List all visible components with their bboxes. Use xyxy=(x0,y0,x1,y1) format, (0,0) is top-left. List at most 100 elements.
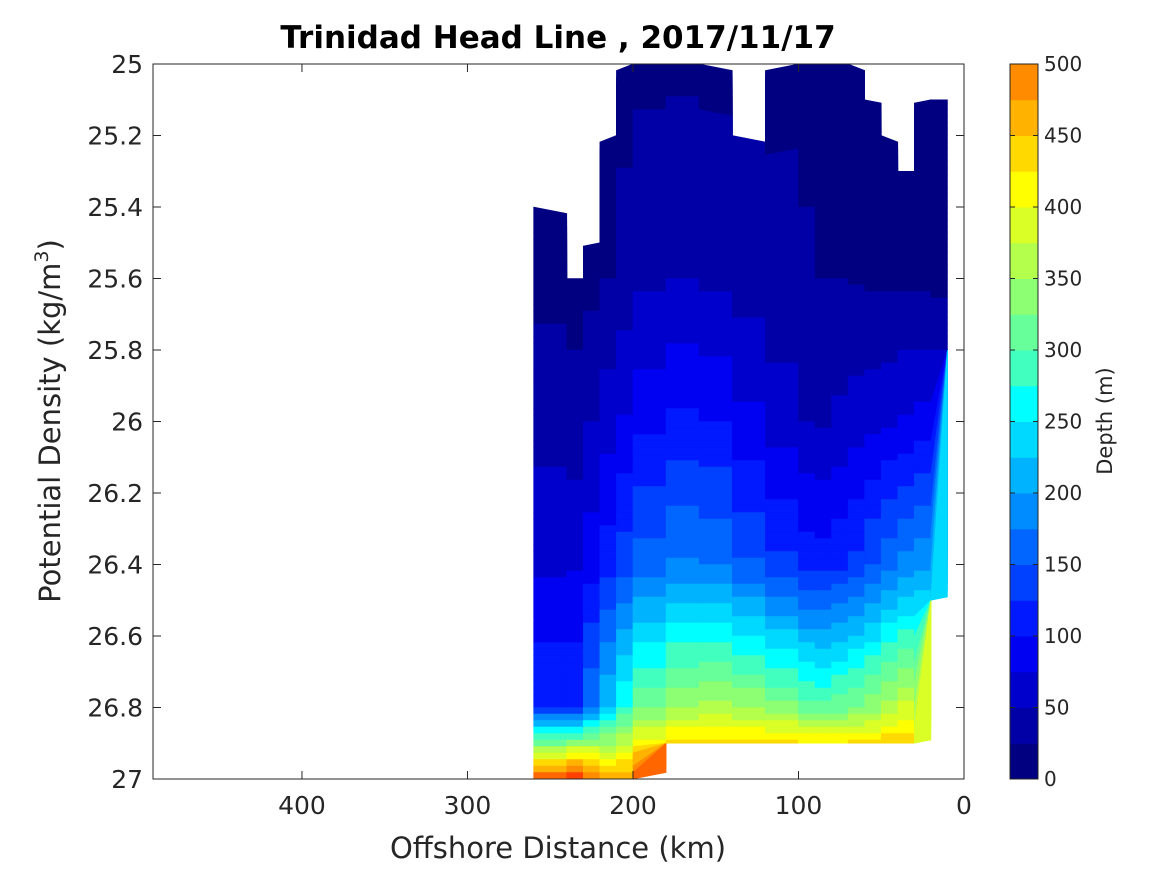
contour-cell xyxy=(831,544,849,552)
contour-cell xyxy=(897,310,915,318)
contour-cell xyxy=(616,219,634,227)
contour-cell xyxy=(599,265,617,273)
contour-cell xyxy=(765,401,799,409)
contour-cell xyxy=(880,284,899,292)
contour-cell xyxy=(897,466,915,474)
contour-cell xyxy=(798,707,816,715)
contour-cell xyxy=(847,479,865,487)
contour-cell xyxy=(814,148,832,156)
contour-cell xyxy=(731,700,766,708)
contour-cell xyxy=(897,447,915,455)
contour-cell xyxy=(864,382,882,390)
contour-cell xyxy=(765,687,799,695)
contour-cell xyxy=(632,713,667,721)
contour-cell xyxy=(583,512,601,520)
contour-cell xyxy=(914,408,932,416)
contour-cell xyxy=(599,388,617,396)
contour-cell xyxy=(814,668,832,676)
contour-cell xyxy=(847,109,865,117)
contour-cell xyxy=(632,304,667,312)
contour-cell xyxy=(616,525,634,533)
contour-cell xyxy=(698,271,733,279)
contour-cell xyxy=(814,603,832,611)
contour-cell xyxy=(831,603,849,611)
contour-cell xyxy=(798,674,816,682)
contour-cell xyxy=(864,518,882,526)
contour-cell xyxy=(914,193,932,201)
x-tick-label: 300 xyxy=(444,791,492,820)
contour-cell xyxy=(731,577,766,585)
contour-cell xyxy=(798,642,816,650)
contour-cell xyxy=(566,557,584,565)
contour-cell xyxy=(880,733,899,741)
contour-cell xyxy=(798,161,816,169)
contour-cell xyxy=(632,395,667,403)
contour-cell xyxy=(765,330,799,338)
contour-cell xyxy=(616,232,634,240)
contour-cell xyxy=(698,141,733,149)
contour-cell xyxy=(814,369,832,377)
contour-cell xyxy=(632,596,667,604)
contour-cell xyxy=(880,544,899,552)
contour-cell xyxy=(831,414,849,422)
contour-cell xyxy=(533,772,568,779)
contour-cell xyxy=(765,505,799,513)
contour-cell xyxy=(765,596,799,604)
contour-cell xyxy=(798,193,816,201)
contour-cell xyxy=(914,538,932,546)
contour-cell xyxy=(599,258,617,266)
contour-cell xyxy=(930,291,948,299)
contour-cell xyxy=(765,271,799,279)
contour-cell xyxy=(566,661,584,669)
contour-cell xyxy=(897,648,915,656)
contour-cell xyxy=(814,681,832,689)
contour-cell xyxy=(914,583,932,591)
contour-cell xyxy=(897,538,915,546)
contour-cell xyxy=(583,434,601,442)
contour-cell xyxy=(566,453,584,461)
contour-cell xyxy=(831,408,849,416)
contour-cell xyxy=(665,713,700,721)
contour-cell xyxy=(930,200,948,208)
contour-cell xyxy=(698,375,733,383)
contour-cell xyxy=(814,473,832,481)
contour-cell xyxy=(831,401,849,409)
colorbar-band xyxy=(1010,171,1038,208)
contour-cell xyxy=(583,551,601,559)
contour-cell xyxy=(798,668,816,676)
contour-cell xyxy=(665,167,700,175)
contour-cell xyxy=(765,434,799,442)
contour-cell xyxy=(864,694,882,702)
y-tick-label: 26.2 xyxy=(87,479,143,508)
contour-cell xyxy=(665,609,700,617)
contour-cell xyxy=(880,655,899,663)
contour-cell xyxy=(698,213,733,221)
contour-cell xyxy=(566,466,584,474)
contour-cell xyxy=(533,616,568,624)
contour-cell xyxy=(831,349,849,357)
contour-cell xyxy=(665,648,700,656)
contour-cell xyxy=(632,356,667,364)
contour-cell xyxy=(814,83,832,91)
contour-cell xyxy=(847,154,865,162)
contour-cell xyxy=(665,603,700,611)
contour-cell xyxy=(698,278,733,286)
contour-cell xyxy=(880,349,899,357)
contour-cell xyxy=(665,388,700,396)
contour-cell xyxy=(566,356,584,364)
contour-cell xyxy=(831,317,849,325)
contour-cell xyxy=(616,226,634,234)
contour-cell xyxy=(814,531,832,539)
contour-cell xyxy=(864,642,882,650)
contour-cell xyxy=(798,206,816,214)
contour-cell xyxy=(583,447,601,455)
contour-cell xyxy=(880,473,899,481)
contour-cell xyxy=(698,479,733,487)
contour-cell xyxy=(814,200,832,208)
contour-cell xyxy=(864,148,882,156)
contour-cell xyxy=(533,434,568,442)
contour-cell xyxy=(897,596,915,604)
contour-cell xyxy=(583,356,601,364)
colorbar-band xyxy=(1010,743,1038,780)
contour-cell xyxy=(831,427,849,435)
